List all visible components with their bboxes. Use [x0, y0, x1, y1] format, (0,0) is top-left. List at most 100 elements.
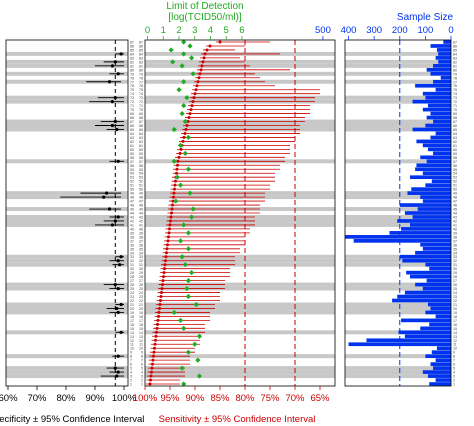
row-number: 22: [453, 299, 457, 303]
lod-point: [182, 118, 188, 125]
sample-size-bar: [426, 159, 451, 164]
sensitivity-point: [167, 235, 170, 239]
lod-point: [187, 43, 193, 49]
shaded-row-band: [345, 127, 451, 132]
sensitivity-point: [184, 127, 188, 131]
row-number: 40: [453, 227, 457, 231]
row-number: 72: [130, 100, 134, 104]
row-number: 49: [139, 192, 143, 196]
row-number: 83: [130, 56, 134, 60]
lod-point: [177, 142, 184, 148]
row-number: 59: [453, 152, 457, 156]
shaded-row-band: [345, 119, 451, 124]
row-number: 50: [130, 188, 134, 192]
row-number: 65: [130, 128, 134, 132]
sensitivity-point: [181, 139, 185, 143]
sensitivity-point: [161, 279, 165, 283]
sensitivity-point: [158, 306, 161, 310]
row-number: 41: [139, 223, 143, 227]
row-number: 75: [139, 88, 143, 92]
row-number: 15: [130, 327, 134, 331]
sample-size-bar: [404, 334, 451, 339]
specificity-point: [119, 330, 123, 334]
sample-size-bar: [430, 135, 451, 140]
specificity-point: [119, 52, 123, 56]
sample-size-bar: [422, 370, 451, 374]
sample-size-bar: [438, 52, 451, 56]
sensitivity-point: [170, 207, 174, 211]
sensitivity-point: [150, 370, 153, 374]
row-number: 23: [130, 295, 134, 299]
row-number: 35: [139, 247, 143, 251]
sample-size-tick-label: 0: [448, 25, 453, 36]
shaded-row-band: [145, 286, 335, 291]
shaded-row-band: [345, 207, 451, 212]
sample-size-bar: [401, 318, 451, 323]
sample-size-bar: [433, 119, 451, 124]
lod-point: [188, 270, 195, 276]
sensitivity-point: [159, 298, 162, 302]
shaded-row-band: [345, 123, 451, 128]
sensitivity-point: [157, 310, 161, 314]
row-number: 64: [130, 132, 134, 136]
row-number: 81: [139, 64, 143, 68]
row-number: 60: [453, 148, 457, 152]
row-number: 6: [141, 363, 143, 367]
row-number: 60: [139, 148, 143, 152]
shaded-row-band: [145, 370, 335, 375]
sample-size-bar: [425, 262, 451, 267]
specificity-point: [116, 215, 120, 219]
row-number: 87: [130, 40, 134, 44]
sensitivity-point: [163, 263, 167, 267]
sample-size-bar: [425, 183, 451, 187]
shaded-row-band: [6, 354, 128, 359]
specificity-point: [115, 306, 119, 311]
row-number: 53: [453, 176, 457, 180]
shaded-row-band: [345, 71, 451, 76]
sample-size-bar: [422, 143, 451, 148]
row-number: 35: [453, 247, 457, 251]
row-number: 83: [453, 56, 457, 60]
row-number: 48: [130, 196, 134, 200]
row-number: 9: [141, 351, 143, 355]
sensitivity-point: [192, 96, 196, 100]
row-number: 78: [453, 76, 457, 80]
sensitivity-point: [168, 223, 172, 227]
specificity-point: [110, 223, 114, 227]
sample-size-bar: [415, 282, 451, 287]
specificity-point: [116, 370, 120, 374]
lod-point: [173, 198, 179, 204]
sensitivity-point: [154, 334, 158, 338]
row-number: 49: [130, 192, 134, 196]
shaded-row-band: [6, 99, 128, 104]
row-number: 66: [130, 124, 134, 128]
row-number: 60: [130, 148, 134, 152]
lod-point: [185, 134, 192, 141]
sensitivity-tick-label: 75%: [260, 393, 280, 404]
specificity-tick-label: 100%: [112, 393, 137, 404]
lod-point: [182, 150, 188, 156]
row-number: 76: [453, 84, 457, 88]
row-number: 69: [453, 112, 457, 116]
sensitivity-point: [202, 56, 206, 60]
row-number: 69: [139, 112, 143, 116]
row-number: 15: [139, 327, 143, 331]
sample-size-bar: [430, 362, 451, 366]
row-number: 21: [130, 303, 134, 307]
sample-size-bar: [422, 107, 451, 112]
sensitivity-tick-label: 65%: [310, 393, 330, 404]
sensitivity-point: [150, 366, 154, 370]
row-number: 53: [139, 176, 143, 180]
sensitivity-point: [179, 147, 183, 151]
row-number: 76: [139, 84, 143, 88]
sample-size-bar: [433, 151, 451, 156]
lod-point: [181, 39, 187, 45]
row-number: 53: [130, 176, 134, 180]
row-number: 18: [130, 315, 134, 319]
sample-size-bar: [430, 44, 451, 48]
shaded-row-band: [145, 354, 335, 359]
sample-size-bar: [433, 79, 451, 84]
sensitivity-tick-label: 95%: [160, 393, 180, 404]
sensitivity-point: [178, 151, 182, 155]
sensitivity-point: [160, 287, 164, 291]
